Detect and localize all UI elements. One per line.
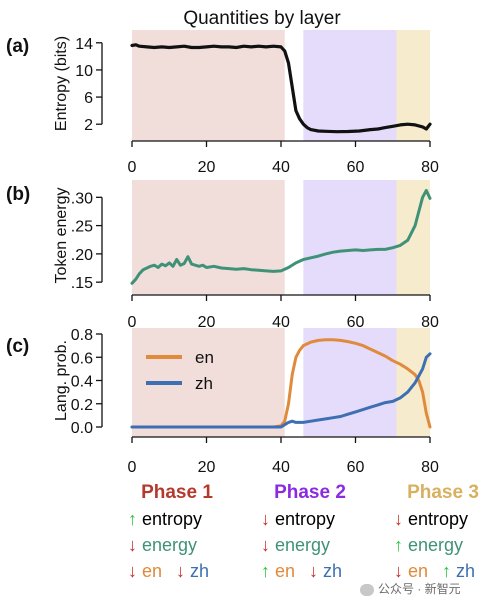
phase-row: ↓ entropy <box>368 506 491 532</box>
phase-row: ↑ en ↓ zh <box>235 558 385 584</box>
x-tick-label: 20 <box>198 314 216 331</box>
y-tick-label: 6 <box>84 90 93 107</box>
arrow-down-icon: ↓ <box>261 535 270 555</box>
phase-row: ↓ en ↑ zh <box>368 558 491 584</box>
arrow-down-icon: ↓ <box>261 509 270 529</box>
phase-3-summary: Phase 3 ↓ entropy ↑ energy ↓ en ↑ zh <box>368 480 491 584</box>
phase-row: ↑ energy <box>368 532 491 558</box>
panel-c: (c) Lang. prob.0.8 0.6 0.4 0.2 0.0 0 20 40 60 80 en… <box>6 327 439 476</box>
arrow-down-icon: ↓ <box>309 561 319 581</box>
phase-row: ↓ en ↓ zh <box>102 558 252 584</box>
legend-label-zh: zh <box>195 374 213 393</box>
arrow-down-icon: ↓ <box>176 561 186 581</box>
legend-label-en: en <box>195 348 214 367</box>
phase-quantity-label: en <box>270 561 296 581</box>
series-line-zh <box>130 352 432 429</box>
x-tick-label: 0 <box>128 159 137 176</box>
x-tick-label: 60 <box>347 159 365 176</box>
phase-row: ↓ energy <box>102 532 252 558</box>
phase-shade-3 <box>396 328 430 437</box>
phase-shade-3 <box>396 30 430 141</box>
arrow-down-icon: ↓ <box>128 535 137 555</box>
phase-quantity-label: en <box>403 561 429 581</box>
arrow-up-icon: ↑ <box>261 561 270 581</box>
y-tick-label: 0.2 <box>71 397 93 414</box>
panel-label: (c) <box>6 336 29 357</box>
watermark: 公众号 · 新智元 <box>360 580 461 597</box>
x-tick-label: 60 <box>347 314 365 331</box>
y-tick-label: 0.4 <box>71 374 93 391</box>
x-tick-label: 80 <box>421 459 439 476</box>
phase-quantity-label: energy <box>137 535 198 555</box>
y-tick-label: 0.6 <box>71 350 93 367</box>
phase-quantity-label: entropy <box>270 509 336 529</box>
figure-title: Quantities by layer <box>183 8 341 29</box>
x-tick-label: 60 <box>347 459 365 476</box>
arrow-up-icon: ↑ <box>128 509 137 529</box>
phase-quantity-label: entropy <box>403 509 469 529</box>
phase-title: Phase 1 <box>141 482 213 503</box>
x-tick-label: 40 <box>272 459 290 476</box>
phase-quantity-label: zh <box>185 561 210 581</box>
arrow-up-icon: ↑ <box>442 561 452 581</box>
y-axis-label: Entropy (bits) <box>53 36 70 131</box>
y-axis-label: Lang. prob. <box>53 340 70 421</box>
series-line-entropy <box>130 43 432 134</box>
y-tick-label: 2 <box>84 117 93 134</box>
arrow-down-icon: ↓ <box>128 561 137 581</box>
x-tick-label: 20 <box>198 459 216 476</box>
watermark-text: 公众号 · 新智元 <box>378 582 461 596</box>
x-tick-label: 20 <box>198 159 216 176</box>
x-tick-label: 40 <box>272 314 290 331</box>
phase-shade-2 <box>303 180 397 295</box>
arrow-down-icon: ↓ <box>394 509 403 529</box>
phase-title: Phase 2 <box>274 482 346 503</box>
phase-quantity-label: zh <box>451 561 476 581</box>
x-tick-label: 0 <box>128 459 137 476</box>
y-tick-label: .30 <box>71 190 93 207</box>
y-tick-label: 14 <box>75 36 93 53</box>
y-tick-label: 10 <box>75 63 93 80</box>
phase-row: ↑ entropy <box>102 506 252 532</box>
phase-shade-3 <box>396 180 430 295</box>
phase-row: ↓ energy <box>235 532 385 558</box>
panel-label: (b) <box>6 184 30 205</box>
y-tick-label: 0.8 <box>71 327 93 344</box>
phase-row: ↓ entropy <box>235 506 385 532</box>
y-tick-label: .20 <box>71 247 93 264</box>
phase-quantity-label: energy <box>403 535 464 555</box>
phase-shade-2 <box>303 30 397 141</box>
arrow-up-icon: ↑ <box>394 535 403 555</box>
phase-1-summary: Phase 1 ↑ entropy ↓ energy ↓ en ↓ zh <box>102 480 252 584</box>
wechat-icon <box>360 583 374 596</box>
series-line-token-energy <box>130 189 432 285</box>
phase-title: Phase 3 <box>407 482 479 503</box>
y-axis-label: Token energy <box>53 187 70 283</box>
x-tick-label: 40 <box>272 159 290 176</box>
arrow-down-icon: ↓ <box>394 561 403 581</box>
phase-quantity-label: energy <box>270 535 331 555</box>
x-tick-label: 80 <box>421 159 439 176</box>
phase-quantity-label: zh <box>318 561 343 581</box>
phase-quantity-label: en <box>137 561 163 581</box>
y-tick-label: 0.0 <box>71 420 93 437</box>
phase-shade-1 <box>132 180 285 295</box>
y-tick-label: .25 <box>71 219 93 236</box>
x-tick-label: 0 <box>128 314 137 331</box>
phase-2-summary: Phase 2 ↓ entropy ↓ energy ↑ en ↓ zh <box>235 480 385 584</box>
panel-label: (a) <box>6 36 29 57</box>
y-tick-label: .15 <box>71 275 93 292</box>
phase-quantity-label: entropy <box>137 509 203 529</box>
x-tick-label: 80 <box>421 314 439 331</box>
panel-b: (b) Token energy .30 .25 .20 .15 0 20 40 60 80 <box>6 180 439 331</box>
